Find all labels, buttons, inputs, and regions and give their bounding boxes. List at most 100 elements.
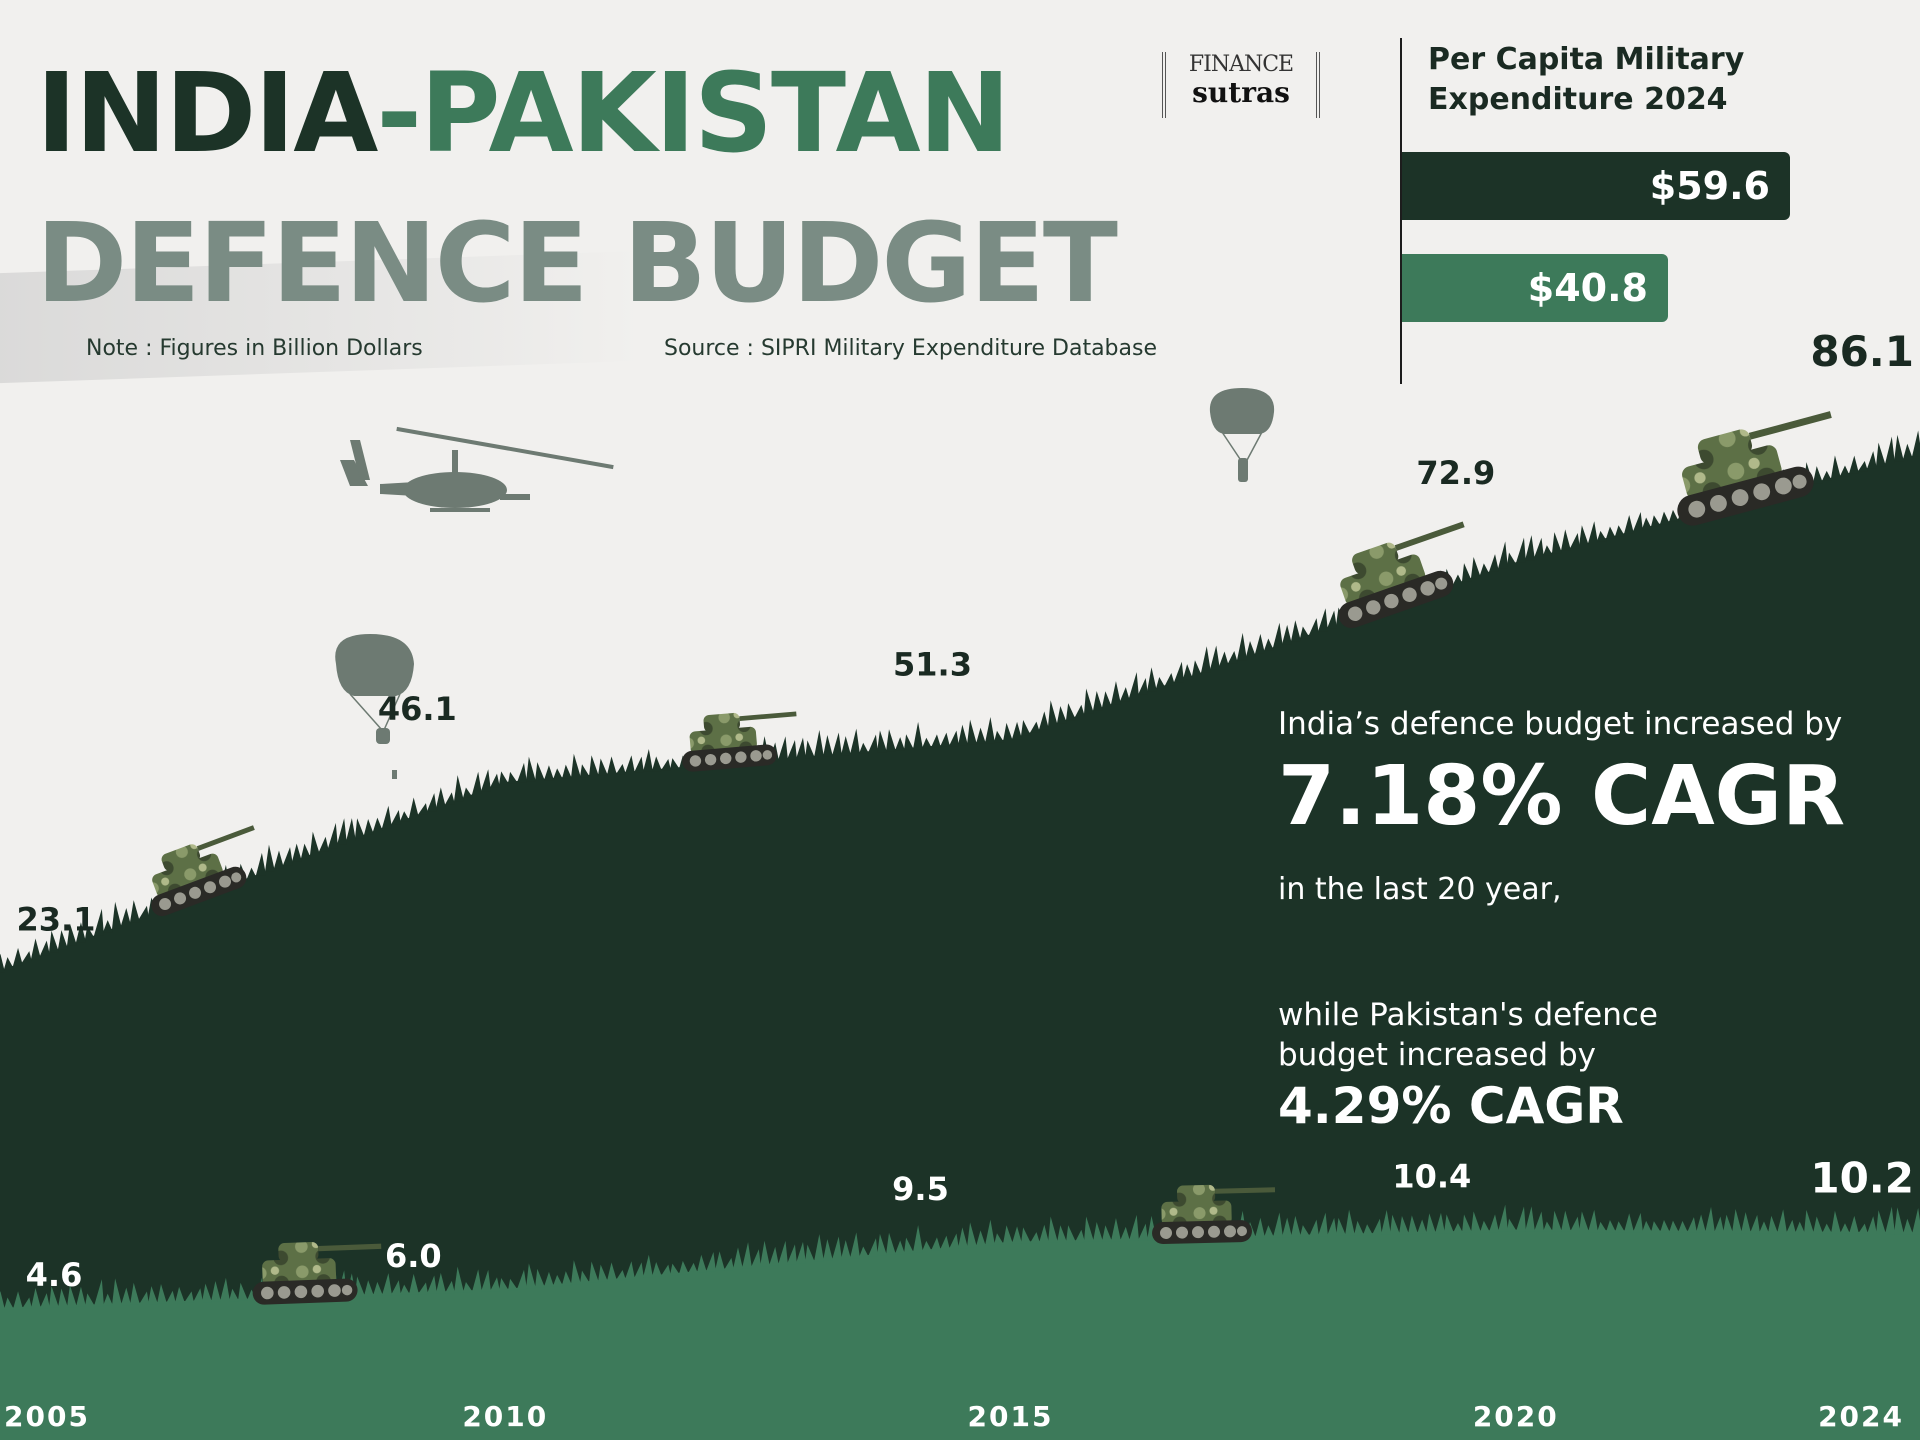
grass-blade xyxy=(436,787,446,808)
grass-blade xyxy=(895,737,905,751)
grass-blade xyxy=(760,1240,770,1267)
grass-blade xyxy=(589,1261,599,1283)
grass-blade xyxy=(859,1246,869,1258)
grass-blade xyxy=(769,1246,779,1266)
grass-blade xyxy=(1768,1215,1778,1234)
grass-blade xyxy=(319,836,329,852)
grass-blade xyxy=(1102,691,1112,708)
grass-blade xyxy=(1597,1221,1607,1233)
grass-blade xyxy=(1498,1204,1508,1232)
grass-blade xyxy=(1147,667,1157,692)
grass-blade xyxy=(1102,1225,1112,1242)
pakistan-value-label: 9.5 xyxy=(892,1170,949,1208)
grass-blade xyxy=(1732,1209,1742,1234)
grass-blade xyxy=(1903,443,1913,460)
grass-blade xyxy=(1129,672,1139,699)
grass-blade xyxy=(877,730,887,753)
grass-blade xyxy=(571,1260,581,1285)
india-value-label: 46.1 xyxy=(378,690,457,728)
grass-blade xyxy=(1372,1218,1382,1235)
grass-blade xyxy=(1210,645,1220,670)
grass-blade xyxy=(409,797,419,819)
grass-blade xyxy=(1678,1220,1688,1233)
grass-blade xyxy=(1390,1214,1400,1235)
grass-blade xyxy=(904,734,914,750)
grass-blade xyxy=(94,1279,104,1307)
grass-blade xyxy=(301,843,311,859)
grass-blade xyxy=(1246,641,1256,658)
grass-blade xyxy=(1039,1224,1049,1243)
grass-blade xyxy=(463,787,473,798)
grass-blade xyxy=(112,1278,122,1306)
grass-blade xyxy=(130,1282,140,1305)
grass-blade xyxy=(445,792,455,805)
india-value-label: 72.9 xyxy=(1416,454,1495,492)
title-line-2: DEFENCE BUDGET xyxy=(36,199,1118,327)
grass-blade xyxy=(85,1293,95,1307)
grass-blade xyxy=(733,1247,743,1270)
cagr-pakistan-value: 4.29% CAGR xyxy=(1278,1077,1624,1135)
grass-blade xyxy=(1543,1221,1553,1232)
grass-blade xyxy=(31,938,41,960)
grass-blade xyxy=(400,1284,410,1295)
grass-blade xyxy=(1822,470,1832,481)
grass-blade xyxy=(373,1281,383,1296)
grass-blade xyxy=(58,1288,68,1308)
grass-blade xyxy=(1858,1223,1868,1234)
grass-blade xyxy=(1903,1218,1913,1235)
grass-blade xyxy=(382,1273,392,1296)
grass-blade xyxy=(76,1286,86,1307)
grass-blade xyxy=(238,1282,248,1301)
grass-blade xyxy=(1642,1220,1652,1233)
grass-blade xyxy=(1516,537,1526,563)
grass-blade xyxy=(1039,711,1049,730)
grass-blade xyxy=(625,1261,635,1280)
grass-blade xyxy=(1561,1210,1571,1232)
grass-blade xyxy=(904,1237,914,1254)
grass-blade xyxy=(940,1235,950,1250)
grass-blade xyxy=(454,775,464,802)
grass-blade xyxy=(670,758,680,770)
note-text: Note : Figures in Billion Dollars xyxy=(86,336,423,361)
grass-blade xyxy=(931,734,941,748)
grass-blade xyxy=(1444,1214,1454,1234)
grass-blade xyxy=(697,1254,707,1273)
grass-blade xyxy=(1561,529,1571,551)
grass-blade xyxy=(841,1240,851,1260)
grass-blade xyxy=(661,1264,671,1276)
grass-blade xyxy=(130,900,140,923)
grass-blade xyxy=(1615,525,1625,537)
grass-blade xyxy=(445,1280,455,1294)
grass-blade xyxy=(1165,673,1175,686)
grass-blade xyxy=(112,901,122,929)
grass-blade xyxy=(1138,1223,1148,1241)
grass-blade xyxy=(1291,1215,1301,1237)
grass-blade xyxy=(382,805,392,829)
x-axis-tick-label: 2015 xyxy=(968,1400,1054,1433)
grass-blade xyxy=(1255,1217,1265,1238)
title-pakistan: PAKISTAN xyxy=(420,49,1011,177)
grass-blade xyxy=(1840,465,1850,477)
grass-blade xyxy=(22,1297,32,1309)
per-capita-title: Per Capita Military Expenditure 2024 xyxy=(1428,42,1745,117)
per-capita-bar-pakistan: $40.8 xyxy=(1402,254,1668,322)
grass-blade xyxy=(796,737,806,760)
grass-blade xyxy=(1525,535,1535,561)
grass-blade xyxy=(1570,1216,1580,1232)
grass-blade xyxy=(1084,688,1094,714)
grass-blade xyxy=(922,1240,932,1252)
grass-blade xyxy=(1021,719,1031,736)
chart-labels: 23.1 46.1 51.3 72.9 86.1 4.6 6.0 9.5 10.4 10.2 200… xyxy=(4,327,1914,1433)
grass-blade xyxy=(967,1222,977,1248)
grass-blade xyxy=(1867,451,1877,469)
grass-blade xyxy=(652,1261,662,1277)
grass-blade xyxy=(1408,1215,1418,1235)
grass-blade xyxy=(1192,660,1202,676)
grass-blade xyxy=(1705,1206,1715,1233)
grass-blade xyxy=(607,1262,617,1282)
logo-line-1: FINANCE xyxy=(1188,52,1294,77)
grass-blade xyxy=(1543,545,1553,556)
grass-blade xyxy=(1228,650,1238,664)
grass-blade xyxy=(1813,466,1823,484)
grass-blade xyxy=(643,749,653,772)
